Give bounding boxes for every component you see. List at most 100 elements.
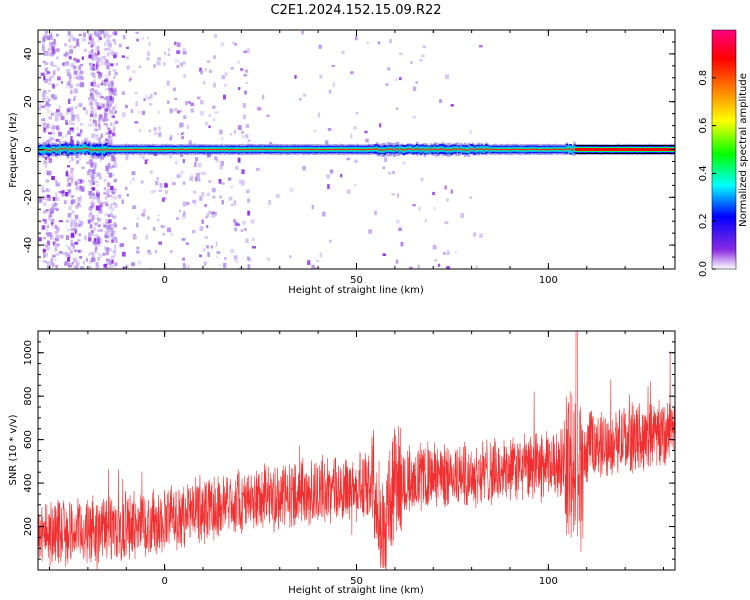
heatmap-band-cell bbox=[511, 148, 515, 151]
heatmap-noise-cell bbox=[79, 80, 84, 84]
colorbar-tick-label: 0.2 bbox=[698, 213, 709, 229]
heatmap-band-cell bbox=[383, 149, 386, 151]
heatmap-noise-cell bbox=[70, 139, 74, 145]
heatmap-noise-cell bbox=[121, 251, 126, 257]
heatmap-band-cell bbox=[78, 148, 81, 150]
heatmap-band-cell bbox=[153, 148, 156, 151]
heatmap-noise-cell bbox=[169, 137, 172, 141]
heatmap-noise-cell bbox=[49, 32, 52, 37]
heatmap-noise-cell bbox=[70, 179, 73, 184]
heatmap-noise-cell bbox=[42, 224, 46, 229]
heatmap-noise-cell bbox=[84, 137, 88, 143]
heatmap-noise-cell bbox=[76, 38, 79, 43]
heatmap-noise-cell bbox=[72, 224, 75, 227]
heatmap-noise-cell bbox=[62, 252, 66, 255]
heatmap-noise-cell bbox=[97, 172, 101, 177]
heatmap-noise-cell bbox=[243, 50, 248, 54]
heatmap-noise-cell bbox=[221, 75, 226, 80]
heatmap-band-cell bbox=[103, 149, 106, 151]
heatmap-noise-cell bbox=[67, 33, 71, 38]
heatmap-noise-cell bbox=[98, 209, 103, 214]
heatmap-noise-cell bbox=[213, 34, 218, 39]
heatmap-noise-cell bbox=[90, 81, 93, 87]
heatmap-band-cell bbox=[479, 148, 482, 150]
heatmap-noise-cell bbox=[51, 222, 54, 225]
heatmap-noise-cell bbox=[153, 92, 157, 96]
heatmap-noise-cell bbox=[114, 71, 118, 76]
heatmap-noise-cell bbox=[97, 106, 102, 110]
heatmap-noise-cell bbox=[159, 182, 163, 188]
heatmap-noise-cell bbox=[313, 130, 317, 133]
heatmap-noise-cell bbox=[89, 265, 92, 269]
heatmap-noise-cell bbox=[450, 104, 454, 107]
heatmap-noise-cell bbox=[77, 249, 81, 253]
heatmap-noise-cell bbox=[158, 132, 162, 137]
heatmap-noise-cell bbox=[142, 208, 147, 214]
heatmap-noise-cell bbox=[45, 232, 49, 236]
heatmap-noise-cell bbox=[454, 250, 458, 254]
heatmap-band-cell bbox=[53, 148, 56, 150]
colorbar-ticks: 0.0 0.2 0.4 0.6 0.8 bbox=[698, 70, 716, 277]
heatmap-noise-cell bbox=[54, 243, 59, 249]
heatmap-noise-cell bbox=[135, 101, 139, 107]
heatmap-noise-cell bbox=[190, 102, 195, 107]
heatmap-noise-cell bbox=[176, 64, 180, 69]
heatmap-noise-cell bbox=[85, 109, 89, 115]
heatmap-noise-cell bbox=[76, 179, 80, 183]
heatmap-noise-cell bbox=[97, 34, 101, 37]
heatmap-noise-cell bbox=[82, 37, 87, 42]
heatmap-noise-cell bbox=[196, 172, 200, 178]
heatmap-band-cell bbox=[536, 148, 540, 151]
heatmap-noise-cell bbox=[106, 96, 110, 102]
heatmap-noise-cell bbox=[73, 265, 77, 269]
spectrogram-xtick-label: 50 bbox=[350, 275, 363, 286]
heatmap-band-cell bbox=[252, 148, 256, 151]
heatmap-noise-cell bbox=[74, 106, 78, 109]
heatmap-noise-cell bbox=[167, 53, 171, 57]
heatmap-band-cell bbox=[273, 148, 277, 151]
heatmap-noise-cell bbox=[40, 105, 45, 108]
heatmap-noise-cell bbox=[112, 249, 117, 253]
heatmap-noise-cell bbox=[52, 64, 57, 68]
heatmap-band-cell bbox=[197, 148, 200, 151]
heatmap-noise-cell bbox=[289, 187, 294, 193]
heatmap-noise-cell bbox=[65, 61, 69, 65]
heatmap-noise-cell bbox=[110, 255, 115, 259]
heatmap-band-cell bbox=[204, 148, 208, 151]
heatmap-noise-cell bbox=[326, 174, 330, 179]
heatmap-band-cell bbox=[346, 148, 350, 151]
heatmap-band-cell bbox=[262, 148, 266, 151]
heatmap-noise-cell bbox=[129, 77, 133, 80]
heatmap-noise-cell bbox=[108, 136, 113, 141]
heatmap-band-cell bbox=[538, 148, 542, 151]
heatmap-band-cell bbox=[523, 148, 526, 151]
heatmap-noise-cell bbox=[109, 102, 113, 105]
heatmap-noise-cell bbox=[234, 227, 237, 232]
heatmap-noise-cell bbox=[154, 132, 158, 135]
heatmap-noise-cell bbox=[43, 75, 46, 81]
heatmap-noise-cell bbox=[76, 126, 79, 132]
spectrogram-panel: 0 50 100 -40 -20 0 20 40 Height of straight lin… bbox=[8, 29, 676, 296]
heatmap-noise-cell bbox=[113, 31, 118, 36]
heatmap-noise-cell bbox=[100, 229, 103, 232]
heatmap-noise-cell bbox=[63, 200, 67, 205]
heatmap-noise-cell bbox=[95, 262, 99, 267]
heatmap-noise-cell bbox=[41, 94, 46, 98]
heatmap-band-cell bbox=[356, 148, 360, 151]
heatmap-noise-cell bbox=[80, 221, 84, 225]
heatmap-noise-cell bbox=[241, 130, 244, 134]
heatmap-band-cell bbox=[481, 148, 484, 150]
heatmap-noise-cell bbox=[103, 47, 107, 51]
heatmap-noise-cell bbox=[48, 141, 53, 146]
heatmap-band-cell bbox=[368, 148, 371, 151]
heatmap-noise-cell bbox=[106, 188, 111, 193]
heatmap-noise-cell bbox=[91, 122, 96, 127]
heatmap-noise-cell bbox=[234, 42, 237, 46]
heatmap-band-cell bbox=[442, 148, 446, 151]
heatmap-noise-cell bbox=[107, 102, 111, 106]
heatmap-noise-cell bbox=[134, 91, 138, 94]
heatmap-band-cell bbox=[231, 148, 235, 151]
heatmap-noise-cell bbox=[42, 236, 46, 240]
heatmap-noise-cell bbox=[201, 192, 205, 197]
